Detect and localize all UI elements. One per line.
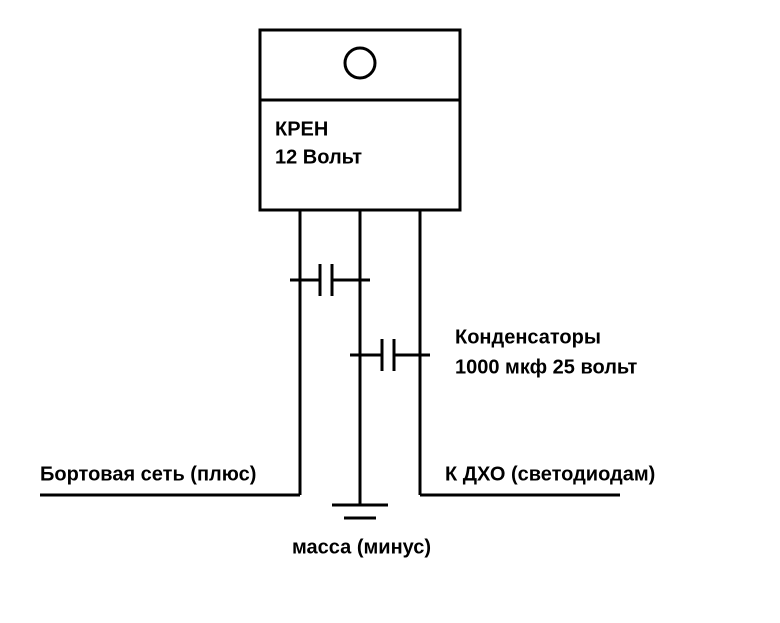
regulator: КРЕН 12 Вольт: [260, 30, 460, 210]
regulator-label-2: 12 Вольт: [275, 146, 362, 168]
pins: [300, 210, 420, 505]
capacitor-c1: [290, 264, 370, 296]
label-left-supply: Бортовая сеть (плюс): [40, 463, 256, 485]
label-ground: масса (минус): [292, 536, 431, 558]
capacitor-c2: [350, 339, 430, 371]
regulator-label-1: КРЕН: [275, 118, 328, 140]
capacitors-label-1: Конденсаторы: [455, 326, 601, 348]
label-right-output: К ДХО (светодиодам): [445, 463, 655, 485]
regulator-hole: [345, 48, 375, 78]
capacitors-label-2: 1000 мкф 25 вольт: [455, 356, 637, 378]
schematic-canvas: КРЕН 12 Вольт Конденсаторы 1000 мкф 25 в…: [0, 0, 780, 623]
regulator-tab: [260, 30, 460, 100]
ground-symbol: [332, 505, 388, 518]
